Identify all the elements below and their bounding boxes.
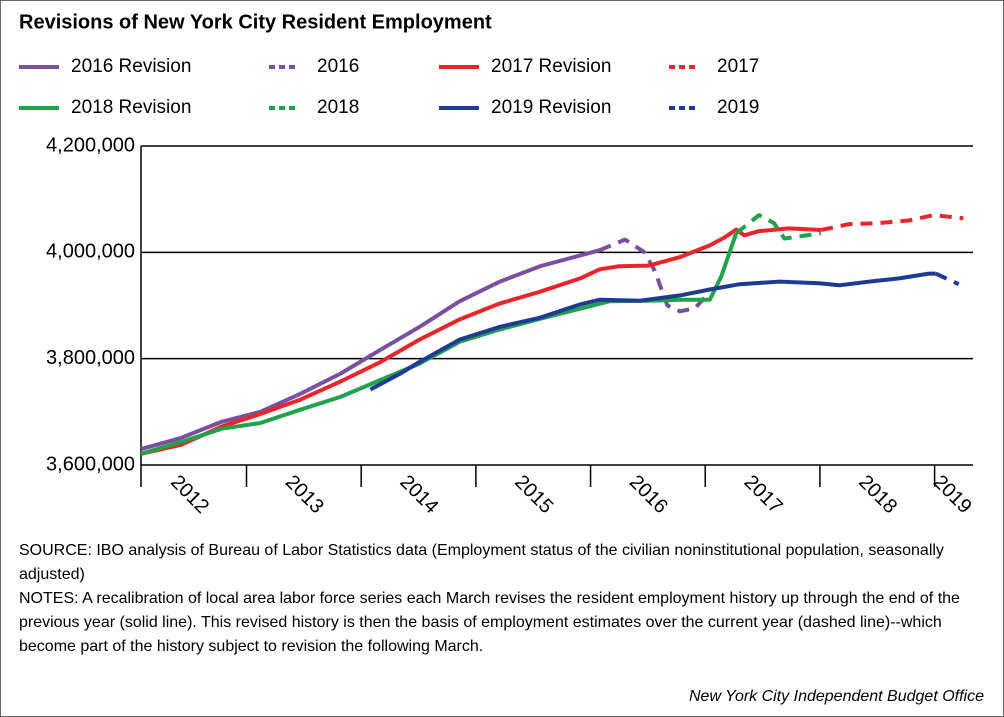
y-tick-label: 4,200,000 <box>46 134 135 156</box>
series-line <box>598 237 712 314</box>
y-tick-label: 4,000,000 <box>46 241 135 263</box>
notes: NOTES: A recalibration of local area lab… <box>19 590 960 655</box>
legend-label: 2017 Revision <box>491 56 611 77</box>
legend-label: 2019 <box>717 97 759 118</box>
series-line <box>140 226 822 456</box>
legend-label: 2016 Revision <box>71 56 191 77</box>
x-tick-label: 2015 <box>510 471 557 518</box>
x-tick-label: 2013 <box>281 471 328 518</box>
credit: New York City Independent Budget Office <box>689 688 984 705</box>
source: SOURCE: IBO analysis of Bureau of Labor … <box>19 542 944 583</box>
x-tick-label: 2016 <box>625 471 672 518</box>
x-tick-label: 2019 <box>929 471 976 518</box>
legend-label: 2016 <box>317 56 359 77</box>
y-tick-label: 3,600,000 <box>46 453 135 475</box>
x-tick-label: 2018 <box>854 471 901 518</box>
series-line <box>820 213 964 232</box>
x-tick-label: 2014 <box>396 471 443 518</box>
legend-label: 2018 Revision <box>71 97 191 118</box>
x-tick-label: 2012 <box>166 471 213 518</box>
chart: Revisions of New York City Resident Empl… <box>19 11 976 518</box>
legend-label: 2017 <box>717 56 759 77</box>
legend-label: 2019 Revision <box>491 97 611 118</box>
series-line <box>369 271 936 392</box>
y-tick-label: 3,800,000 <box>46 347 135 369</box>
series-line <box>140 232 739 456</box>
x-tick-label: 2017 <box>740 471 787 518</box>
legend-label: 2018 <box>317 97 359 118</box>
series-line <box>934 271 960 287</box>
series-line <box>140 248 601 452</box>
series-line <box>734 213 822 241</box>
chart-title: Revisions of New York City Resident Empl… <box>19 11 492 33</box>
